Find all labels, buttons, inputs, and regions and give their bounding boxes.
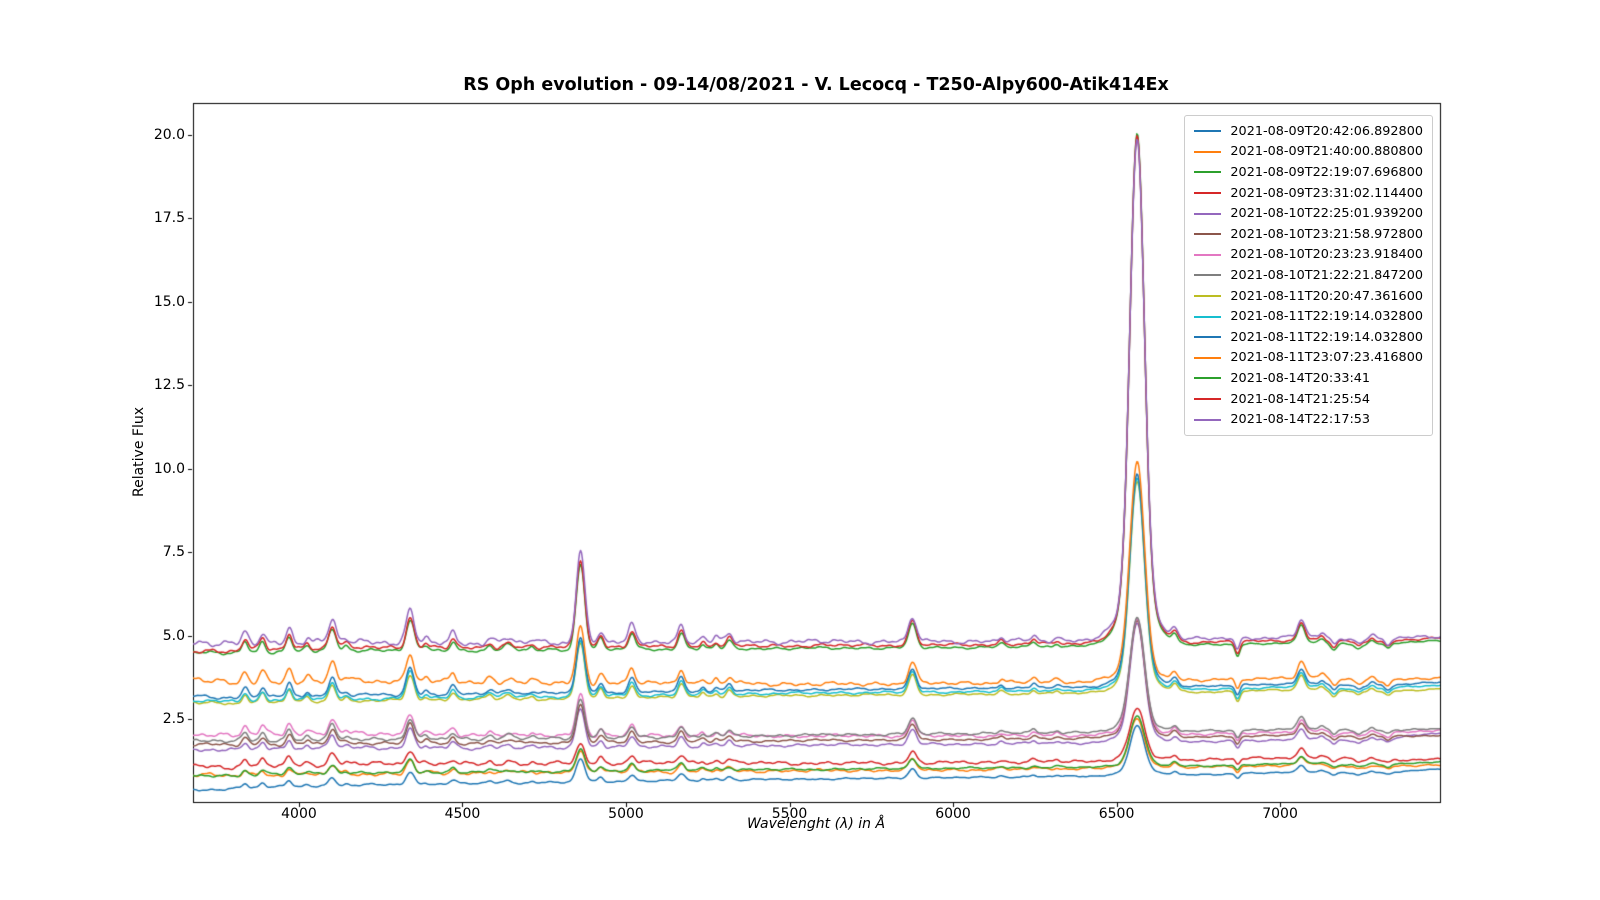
legend-line-swatch: [1194, 150, 1222, 153]
x-tick-label: 4000: [281, 806, 317, 822]
legend-line-swatch: [1194, 295, 1222, 298]
y-tick-label: 2.5: [162, 710, 185, 727]
legend-entry: 2021-08-10T21:22:21.847200: [1194, 265, 1423, 286]
legend-entry: 2021-08-09T23:31:02.114400: [1194, 183, 1423, 204]
legend-line-swatch: [1194, 377, 1222, 380]
legend-line-swatch: [1194, 336, 1222, 339]
legend-label: 2021-08-11T23:07:23.416800: [1230, 350, 1423, 366]
legend-entry: 2021-08-11T23:07:23.416800: [1194, 348, 1423, 369]
legend-line-swatch: [1194, 274, 1222, 277]
y-tick-label: 5.0: [162, 627, 185, 644]
x-tick-label: 7000: [1262, 806, 1298, 822]
legend-label: 2021-08-09T23:31:02.114400: [1230, 185, 1423, 201]
legend-label: 2021-08-10T21:22:21.847200: [1230, 267, 1423, 283]
legend-entry: 2021-08-09T20:42:06.892800: [1194, 121, 1423, 142]
legend-entry: 2021-08-10T23:21:58.972800: [1194, 224, 1423, 245]
legend-entry: 2021-08-14T21:25:54: [1194, 389, 1423, 410]
legend-entry: 2021-08-11T20:20:47.361600: [1194, 286, 1423, 307]
legend-label: 2021-08-14T22:17:53: [1230, 412, 1371, 428]
legend-label: 2021-08-11T22:19:14.032800: [1230, 329, 1423, 345]
legend-entry: 2021-08-09T21:40:00.880800: [1194, 142, 1423, 163]
legend: 2021-08-09T20:42:06.892800 2021-08-09T21:…: [1184, 115, 1433, 436]
legend-entry: 2021-08-11T22:19:14.032800: [1194, 306, 1423, 327]
legend-line-swatch: [1194, 315, 1222, 318]
legend-entry: 2021-08-10T20:23:23.918400: [1194, 245, 1423, 266]
chart-title: RS Oph evolution - 09-14/08/2021 - V. Le…: [463, 75, 1169, 95]
legend-line-swatch: [1194, 212, 1222, 215]
x-tick-label: 5000: [608, 806, 644, 822]
y-tick-label: 17.5: [153, 210, 185, 227]
legend-label: 2021-08-09T22:19:07.696800: [1230, 164, 1423, 180]
legend-entry: 2021-08-14T22:17:53: [1194, 409, 1423, 430]
legend-entry: 2021-08-11T22:19:14.032800: [1194, 327, 1423, 348]
x-axis-label: Wavelenght (λ) in Å: [746, 816, 886, 832]
legend-label: 2021-08-14T20:33:41: [1230, 370, 1371, 386]
x-tick-label: 6500: [1098, 806, 1135, 822]
legend-line-swatch: [1194, 418, 1222, 421]
legend-line-swatch: [1194, 253, 1222, 256]
x-tick-label: 4500: [444, 806, 481, 822]
legend-label: 2021-08-09T21:40:00.880800: [1230, 144, 1423, 160]
legend-entry: 2021-08-09T22:19:07.696800: [1194, 162, 1423, 183]
legend-line-swatch: [1194, 356, 1222, 359]
x-tick-label: 5500: [771, 806, 808, 822]
legend-line-swatch: [1194, 398, 1222, 401]
legend-label: 2021-08-09T20:42:06.892800: [1230, 123, 1423, 139]
legend-label: 2021-08-10T23:21:58.972800: [1230, 226, 1423, 242]
legend-label: 2021-08-10T22:25:01.939200: [1230, 206, 1423, 222]
legend-line-swatch: [1194, 171, 1222, 174]
legend-line-swatch: [1194, 233, 1222, 236]
legend-entry: 2021-08-10T22:25:01.939200: [1194, 203, 1423, 224]
y-tick-label: 7.5: [162, 544, 185, 561]
legend-line-swatch: [1194, 130, 1222, 133]
y-tick-label: 15.0: [153, 293, 185, 310]
legend-label: 2021-08-11T22:19:14.032800: [1230, 309, 1423, 325]
y-axis-label: Relative Flux: [131, 407, 147, 498]
legend-label: 2021-08-14T21:25:54: [1230, 391, 1371, 407]
legend-label: 2021-08-11T20:20:47.361600: [1230, 288, 1423, 304]
y-tick-label: 20.0: [153, 127, 185, 144]
legend-line-swatch: [1194, 192, 1222, 195]
legend-label: 2021-08-10T20:23:23.918400: [1230, 247, 1423, 263]
y-tick-label: 10.0: [153, 460, 185, 477]
legend-entry: 2021-08-14T20:33:41: [1194, 368, 1423, 389]
x-tick-label: 6000: [935, 806, 971, 822]
y-tick-label: 12.5: [153, 377, 185, 394]
